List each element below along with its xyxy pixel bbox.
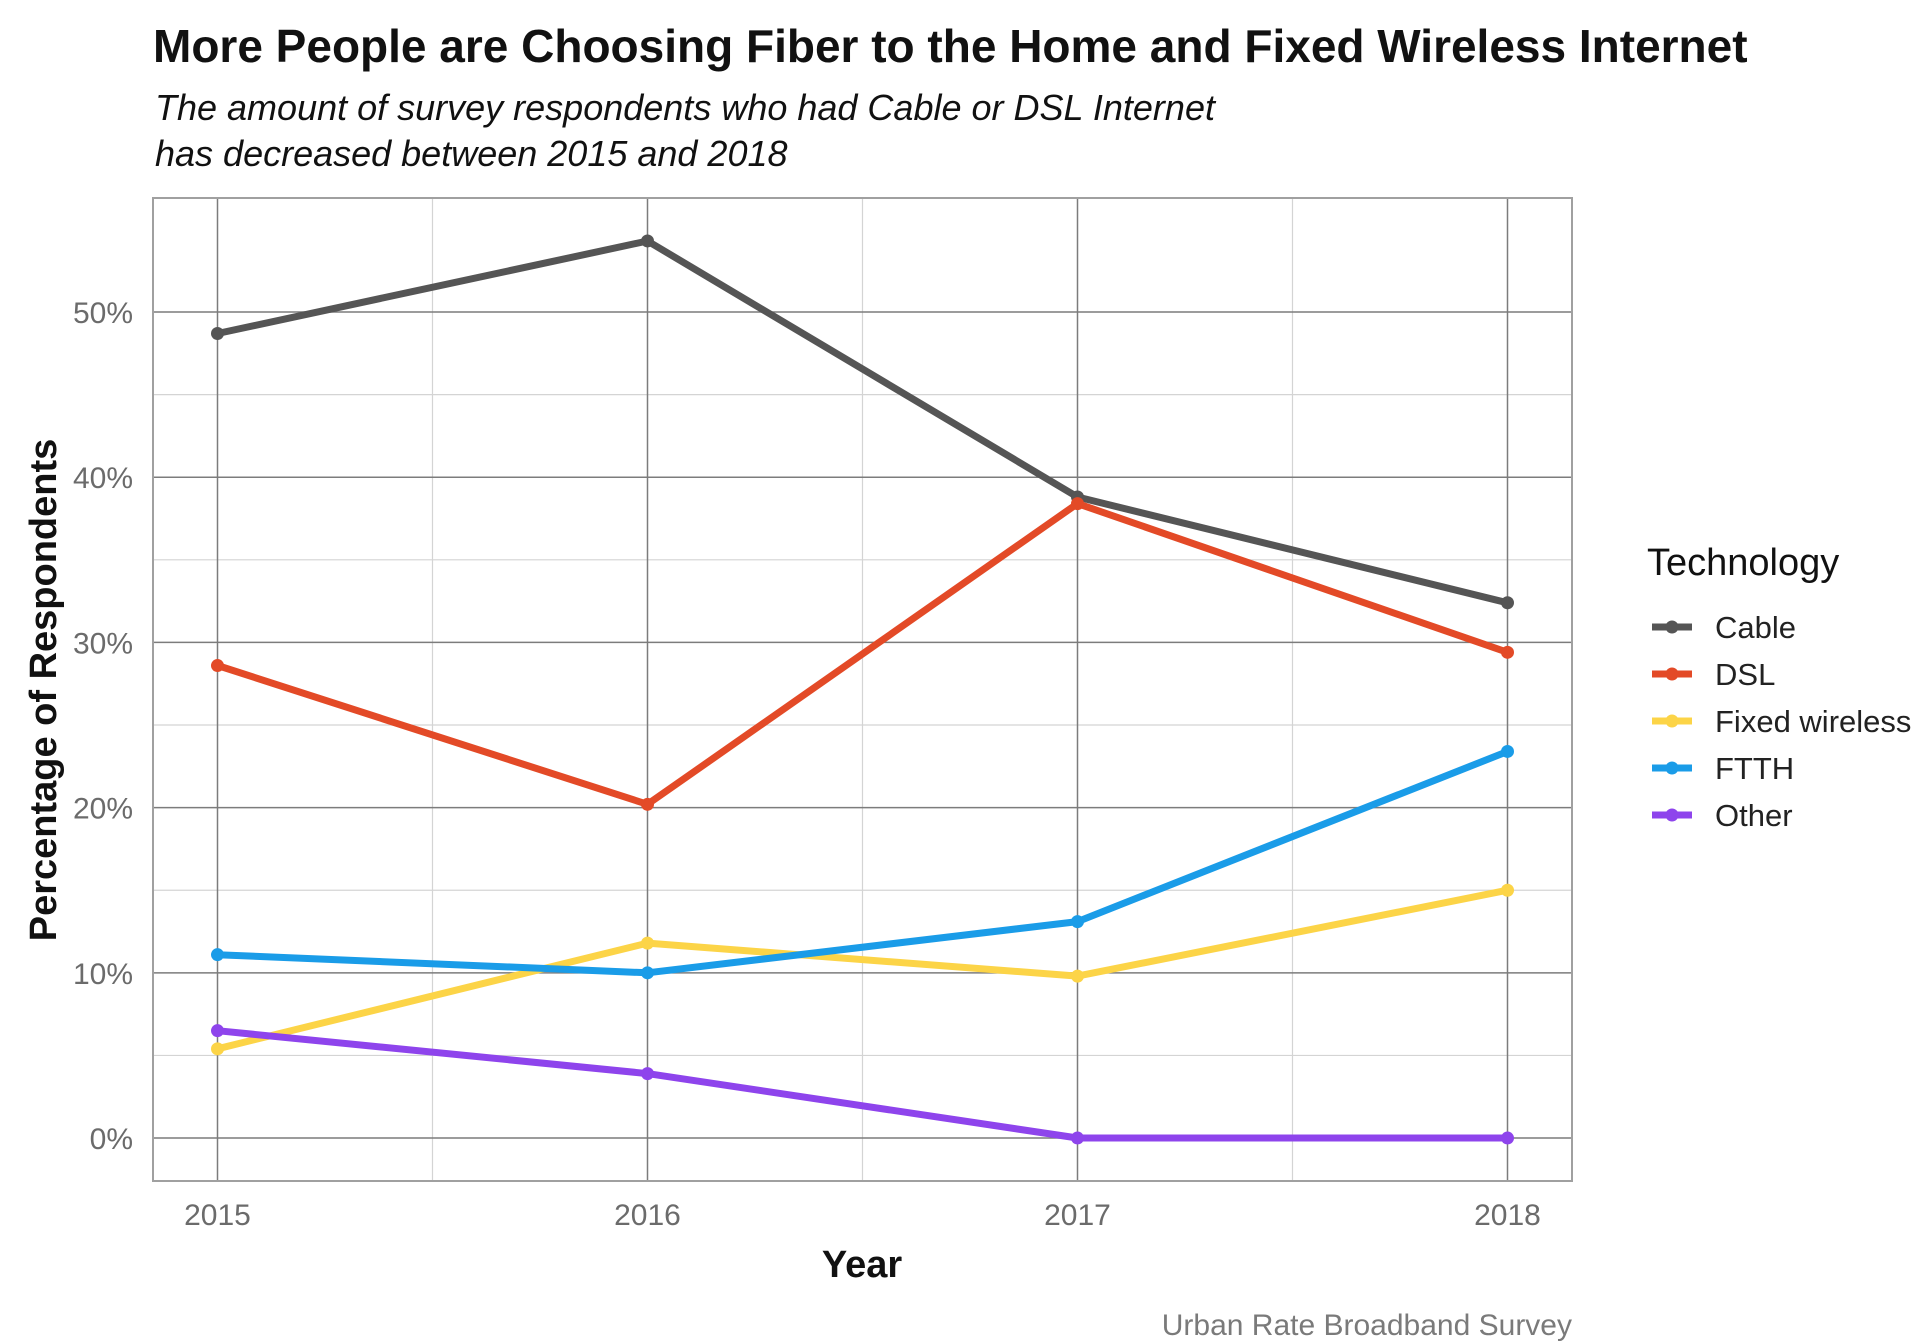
data-point-fixed-wireless — [211, 1042, 224, 1056]
series-line-fixed-wireless — [214, 886, 1511, 1053]
data-point-cable — [211, 326, 224, 340]
data-point-dsl — [641, 797, 654, 811]
legend-label-fixed-wireless: Fixed wireless — [1715, 704, 1911, 739]
y-tick-label: 10% — [73, 958, 133, 991]
y-tick-label: 40% — [73, 462, 133, 495]
y-tick-label: 50% — [73, 297, 133, 330]
legend-key-point-other — [1665, 808, 1679, 822]
y-tick-label: 30% — [73, 627, 133, 660]
legend-title: Technology — [1647, 542, 1839, 584]
y-axis-ticks: 0% 10% 20% 30% 40% 50% — [73, 297, 133, 1156]
legend: Cable DSL Fixed wireless FTTH Other — [1652, 610, 1911, 833]
chart-title: More People are Choosing Fiber to the Ho… — [153, 20, 1748, 72]
x-axis-ticks: 2015 2016 2017 2018 — [184, 1199, 1541, 1232]
series-line-dsl — [214, 500, 1511, 808]
data-point-cable — [641, 234, 654, 248]
series-line-other — [214, 1027, 1511, 1142]
plot-grid — [153, 198, 1572, 1181]
legend-label-cable: Cable — [1715, 610, 1796, 645]
x-axis-title: Year — [822, 1244, 903, 1286]
series-line-ftth — [214, 748, 1511, 977]
data-point-fixed-wireless — [1071, 969, 1084, 983]
data-point-other — [1071, 1131, 1084, 1145]
y-tick-label: 0% — [90, 1123, 133, 1156]
series-line-cable — [214, 237, 1511, 607]
legend-key-point-fixed-wireless — [1665, 714, 1679, 728]
data-point-dsl — [1071, 497, 1084, 511]
legend-label-dsl: DSL — [1715, 657, 1775, 692]
data-point-ftth — [1071, 915, 1084, 929]
legend-label-other: Other — [1715, 798, 1793, 833]
x-tick-label: 2015 — [184, 1199, 251, 1232]
data-point-other — [1501, 1131, 1514, 1145]
plot-series — [211, 234, 1514, 1145]
chart-subtitle-line-1: The amount of survey respondents who had… — [155, 87, 1217, 128]
y-tick-label: 20% — [73, 793, 133, 826]
data-point-cable — [1501, 596, 1514, 610]
legend-key-point-ftth — [1665, 761, 1679, 775]
legend-label-ftth: FTTH — [1715, 751, 1794, 786]
data-point-fixed-wireless — [1501, 883, 1514, 897]
x-tick-label: 2017 — [1044, 1199, 1111, 1232]
data-point-ftth — [641, 966, 654, 980]
data-point-dsl — [1501, 645, 1514, 659]
y-axis-title: Percentage of Respondents — [23, 439, 65, 942]
data-point-fixed-wireless — [641, 936, 654, 950]
chart-caption: Urban Rate Broadband Survey — [1162, 1309, 1572, 1342]
plot-panel-border — [152, 197, 1573, 1182]
data-point-other — [211, 1024, 224, 1038]
chart-subtitle-line-2: has decreased between 2015 and 2018 — [155, 133, 788, 174]
data-point-ftth — [1501, 744, 1514, 758]
data-point-ftth — [211, 948, 224, 962]
data-point-dsl — [211, 659, 224, 673]
x-tick-label: 2016 — [614, 1199, 681, 1232]
data-point-other — [641, 1067, 654, 1081]
x-tick-label: 2018 — [1474, 1199, 1541, 1232]
legend-key-point-cable — [1665, 620, 1679, 634]
legend-key-point-dsl — [1665, 667, 1679, 681]
